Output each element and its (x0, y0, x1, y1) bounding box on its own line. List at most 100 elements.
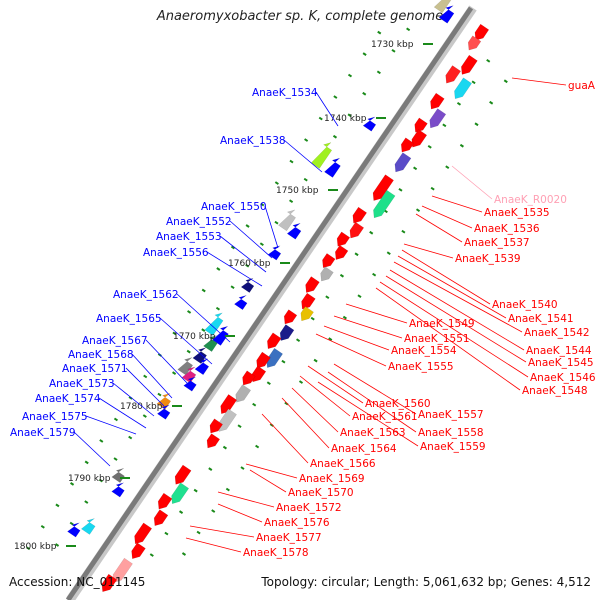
forward-gene-label-text[interactable]: AnaeK_1554 (391, 345, 457, 357)
reverse-gene-label-text[interactable]: AnaeK_1574 (35, 393, 101, 405)
forward-gene-label-text[interactable]: AnaeK_1537 (464, 237, 530, 249)
reverse-gene-label-text[interactable]: AnaeK_1538 (220, 135, 286, 147)
forward-gene-label[interactable]: AnaeK_1566 (261, 413, 376, 470)
reverse-gene-label[interactable]: AnaeK_1579 (10, 427, 111, 467)
forward-gene-label-text[interactable]: AnaeK_1536 (474, 223, 540, 235)
gc-tick (430, 186, 435, 191)
forward-gene-label-text[interactable]: AnaeK_1577 (256, 532, 322, 544)
forward-gene-label[interactable]: AnaeK_1537 (415, 213, 530, 249)
map-title: Anaeromyxobacter sp. K, complete genome (156, 9, 444, 24)
reverse-gene-label[interactable]: AnaeK_1538 (220, 135, 323, 173)
forward-gene-label[interactable]: AnaeK_1554 (323, 325, 457, 357)
reverse-gene-label[interactable]: AnaeK_1567 (82, 335, 189, 385)
reverse-gene-label-text[interactable]: AnaeK_1573 (49, 378, 115, 390)
forward-gene-label[interactable]: AnaeK_1536 (421, 205, 540, 235)
forward-gene-label[interactable]: AnaeK_1541 (397, 255, 574, 325)
reverse-gene-label[interactable]: AnaeK_1573 (49, 378, 155, 417)
forward-gene-label-text[interactable]: AnaeK_1541 (508, 313, 574, 325)
reverse-gene-label-text[interactable]: AnaeK_1553 (156, 231, 222, 243)
reverse-gene-label[interactable]: AnaeK_1556 (143, 247, 263, 287)
forward-gene-label[interactable]: AnaeK_1559 (317, 381, 486, 453)
forward-gene-label[interactable]: AnaeK_1545 (385, 275, 594, 369)
reverse-gene-label-text[interactable]: AnaeK_1571 (62, 363, 128, 375)
forward-gene-label-text[interactable]: AnaeK_1563 (340, 427, 406, 439)
forward-gene-label-text[interactable]: AnaeK_1535 (484, 207, 550, 219)
forward-gene-label[interactable]: AnaeK_1577 (189, 525, 322, 544)
forward-gene-label-text[interactable]: guaA (568, 80, 596, 92)
reverse-gene-label[interactable]: AnaeK_1568 (68, 349, 173, 399)
forward-gene-label[interactable]: AnaeK_1549 (345, 303, 475, 330)
forward-gene-label-text[interactable]: AnaeK_1548 (522, 385, 588, 397)
forward-gene-label-text[interactable]: AnaeK_1551 (404, 333, 470, 345)
forward-gene-label-text[interactable]: AnaeK_1559 (420, 441, 486, 453)
reverse-gene-label[interactable]: AnaeK_1574 (35, 393, 147, 429)
reverse-gene-label[interactable]: AnaeK_1571 (62, 363, 165, 407)
forward-gene-label-text[interactable]: AnaeK_1555 (388, 361, 454, 373)
forward-gene-label-text[interactable]: AnaeK_1542 (524, 327, 590, 339)
reverse-gene-label-text[interactable]: AnaeK_1562 (113, 289, 179, 301)
reverse-gene-label-text[interactable]: AnaeK_1567 (82, 335, 148, 347)
forward-gene-label-text[interactable]: AnaeK_1549 (409, 318, 475, 330)
reverse-gene-label[interactable]: AnaeK_1552 (166, 216, 273, 259)
reverse-gene-label-text[interactable]: AnaeK_1565 (96, 313, 162, 325)
forward-gene-label-text[interactable]: AnaeK_1560 (365, 398, 431, 410)
reverse-gene-label-text[interactable]: AnaeK_1568 (68, 349, 134, 361)
forward-gene-label-text[interactable]: AnaeK_1561 (352, 411, 418, 423)
forward-gene-label-text[interactable]: AnaeK_1545 (528, 357, 594, 369)
reverse-gene-label[interactable]: AnaeK_1575 (22, 411, 137, 435)
gc-tick (486, 59, 491, 63)
forward-gene-label[interactable]: AnaeK_1563 (291, 387, 406, 439)
reverse-gene-label-text[interactable]: AnaeK_1556 (143, 247, 209, 259)
forward-gene-label[interactable]: AnaeK_1572 (217, 491, 342, 514)
forward-gene-label-text[interactable]: AnaeK_1576 (264, 517, 330, 529)
forward-gene-label[interactable]: AnaeK_1564 (281, 397, 397, 455)
gc-tick (391, 48, 396, 53)
forward-gene-label-text[interactable]: AnaeK_1569 (299, 473, 365, 485)
forward-gene-label-text[interactable]: AnaeK_1540 (492, 299, 558, 311)
forward-gene-label[interactable]: AnaeK_1546 (379, 281, 596, 384)
forward-gene-label[interactable]: AnaeK_1551 (333, 315, 470, 345)
forward-gene-label-text[interactable]: AnaeK_1544 (526, 345, 592, 357)
forward-gene-label[interactable]: guaA (511, 77, 596, 92)
forward-gene-label[interactable]: AnaeK_1560 (307, 365, 431, 410)
gc-tick (406, 27, 411, 32)
forward-gene-leader (217, 491, 275, 508)
forward-gene-label[interactable]: AnaeK_1539 (403, 243, 521, 265)
forward-gene-label-text[interactable]: AnaeK_1570 (288, 487, 354, 499)
forward-gene-label[interactable]: AnaeK_1544 (389, 269, 592, 357)
reverse-gene-label[interactable]: AnaeK_1565 (96, 313, 213, 365)
forward-gene-label[interactable]: AnaeK_1555 (315, 333, 454, 373)
forward-gene-label-text[interactable]: AnaeK_1566 (310, 458, 376, 470)
reverse-gene-label[interactable]: AnaeK_1534 (252, 87, 339, 127)
forward-gene-label[interactable]: AnaeK_1569 (245, 463, 365, 485)
forward-gene-glyph (171, 482, 190, 505)
forward-gene-label-text[interactable]: AnaeK_1546 (530, 372, 596, 384)
reverse-gene-label[interactable]: AnaeK_1550 (201, 201, 279, 249)
forward-gene-label[interactable]: AnaeK_1578 (185, 537, 309, 559)
forward-gene-label[interactable]: AnaeK_1542 (393, 261, 590, 339)
reverse-gene-label-text[interactable]: AnaeK_1579 (10, 427, 76, 439)
forward-gene-label-text[interactable]: AnaeK_1539 (455, 253, 521, 265)
forward-gene-label-text[interactable]: AnaeK_1578 (243, 547, 309, 559)
forward-gene-label[interactable]: AnaeK_1557 (333, 363, 484, 421)
gc-tick (304, 138, 309, 142)
forward-gene-label[interactable]: AnaeK_R0020 (451, 165, 567, 206)
forward-gene-label[interactable]: AnaeK_1548 (375, 287, 588, 397)
reverse-gene-label-text[interactable]: AnaeK_1552 (166, 216, 232, 228)
reverse-gene-label[interactable]: AnaeK_1553 (156, 231, 267, 273)
reverse-gene-label-text[interactable]: AnaeK_1550 (201, 201, 267, 213)
forward-gene-label[interactable]: AnaeK_1576 (217, 503, 330, 529)
forward-gene-label-text[interactable]: AnaeK_1558 (418, 427, 484, 439)
reverse-gene-label-text[interactable]: AnaeK_1534 (252, 87, 318, 99)
forward-gene-label[interactable]: AnaeK_1558 (327, 371, 484, 439)
reverse-gene-label[interactable]: AnaeK_1562 (113, 289, 231, 343)
kbp-tick: 1780 kbp (120, 402, 182, 412)
forward-gene-label-text[interactable]: AnaeK_1564 (331, 443, 397, 455)
forward-gene-label-text[interactable]: AnaeK_1572 (276, 502, 342, 514)
forward-gene-label[interactable]: AnaeK_1570 (249, 469, 354, 499)
forward-gene-label[interactable]: AnaeK_1540 (401, 249, 558, 311)
reverse-gene-label-text[interactable]: AnaeK_1575 (22, 411, 88, 423)
forward-gene-label-text[interactable]: AnaeK_R0020 (494, 194, 567, 206)
forward-gene-label-text[interactable]: AnaeK_1557 (418, 409, 484, 421)
forward-gene-label[interactable]: AnaeK_1535 (431, 195, 550, 219)
